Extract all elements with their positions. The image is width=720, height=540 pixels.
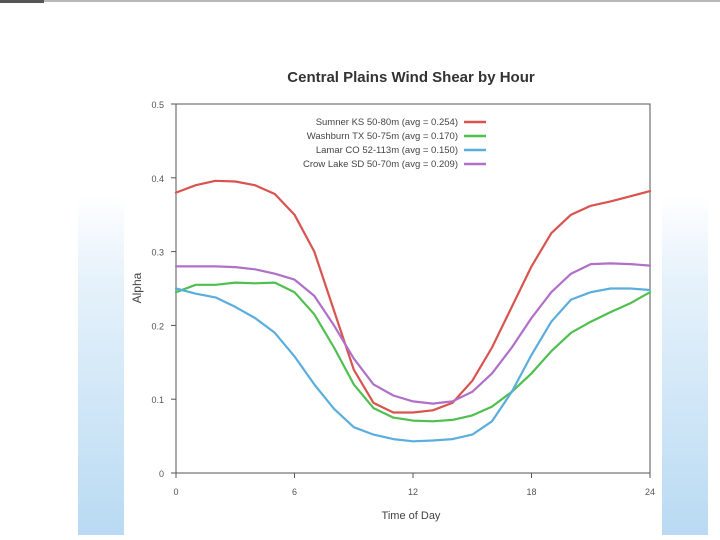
right-gradient-band — [662, 195, 708, 535]
y-axis-ticks: 0 0.1 0.2 0.3 0.4 0.5 — [151, 100, 176, 479]
chart-panel: Central Plains Wind Shear by Hour 0 0.1 0.… — [124, 60, 662, 535]
series-line-0 — [174, 179, 652, 414]
series-line-3 — [174, 262, 652, 405]
y-tick-label: 0.4 — [151, 174, 164, 184]
series-line-2 — [174, 287, 652, 443]
y-tick-label: 0.2 — [151, 321, 164, 331]
wind-shear-chart: Central Plains Wind Shear by Hour 0 0.1 0.… — [130, 69, 655, 522]
x-tick-label: 24 — [645, 487, 655, 497]
series-line-1 — [174, 281, 652, 423]
x-tick-label: 6 — [292, 487, 297, 497]
y-tick-label: 0 — [159, 469, 164, 479]
x-tick-label: 18 — [526, 487, 536, 497]
x-axis-label: Time of Day — [382, 510, 441, 522]
left-gradient-band — [78, 195, 124, 535]
x-tick-label: 12 — [408, 487, 418, 497]
x-axis-ticks: 0 6 12 18 24 — [173, 473, 655, 497]
chart-title: Central Plains Wind Shear by Hour — [287, 69, 535, 86]
series-lines — [174, 179, 652, 443]
legend: Sumner KS 50-80m (avg = 0.254) Washburn T… — [303, 117, 486, 170]
x-tick-label: 0 — [173, 487, 178, 497]
legend-entry-label: Crow Lake SD 50-70m (avg = 0.209) — [303, 159, 458, 170]
legend-entry-label: Sumner KS 50-80m (avg = 0.254) — [316, 117, 458, 128]
y-tick-label: 0.1 — [151, 395, 164, 405]
y-tick-label: 0.5 — [151, 100, 164, 110]
y-axis-label: Alpha — [130, 272, 144, 303]
legend-entry-label: Lamar CO 52-113m (avg = 0.150) — [316, 145, 458, 156]
top-rule — [0, 0, 720, 2]
legend-entry-label: Washburn TX 50-75m (avg = 0.170) — [307, 131, 458, 142]
top-rule-accent — [0, 0, 44, 3]
y-tick-label: 0.3 — [151, 248, 164, 258]
